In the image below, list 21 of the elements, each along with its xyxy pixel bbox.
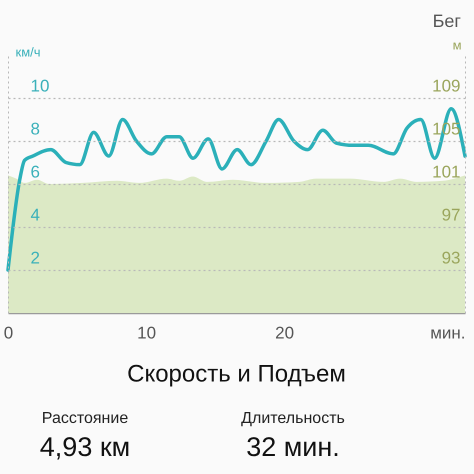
x-tick-label: 10 [137, 324, 156, 342]
y-tick-label: 4 [30, 206, 40, 224]
text: Скорость и Подъем [127, 360, 346, 388]
y-tick-label: 2 [30, 248, 40, 268]
x-axis-title: мин. [430, 324, 466, 342]
x-tick-label: 0 [4, 324, 14, 342]
y-tick-label: 10 [30, 76, 50, 96]
text: Бег [432, 11, 462, 31]
x-tick-label: 20 [275, 324, 294, 342]
text: Длительность [241, 410, 345, 427]
text: Расстояние [42, 410, 128, 427]
text: 32 мин. [246, 432, 340, 462]
y-tick-label: 8 [30, 120, 40, 138]
y2-tick-label: 101 [432, 162, 460, 182]
text: 4,93 км [40, 432, 130, 462]
y2-tick-label: 93 [442, 248, 460, 268]
y-axis-title: км/ч [16, 44, 41, 60]
y2-tick-label: 109 [432, 76, 460, 96]
y2-axis-title: м [452, 38, 462, 52]
y2-tick-label: 97 [442, 206, 460, 224]
y-tick-label: 6 [30, 162, 40, 182]
